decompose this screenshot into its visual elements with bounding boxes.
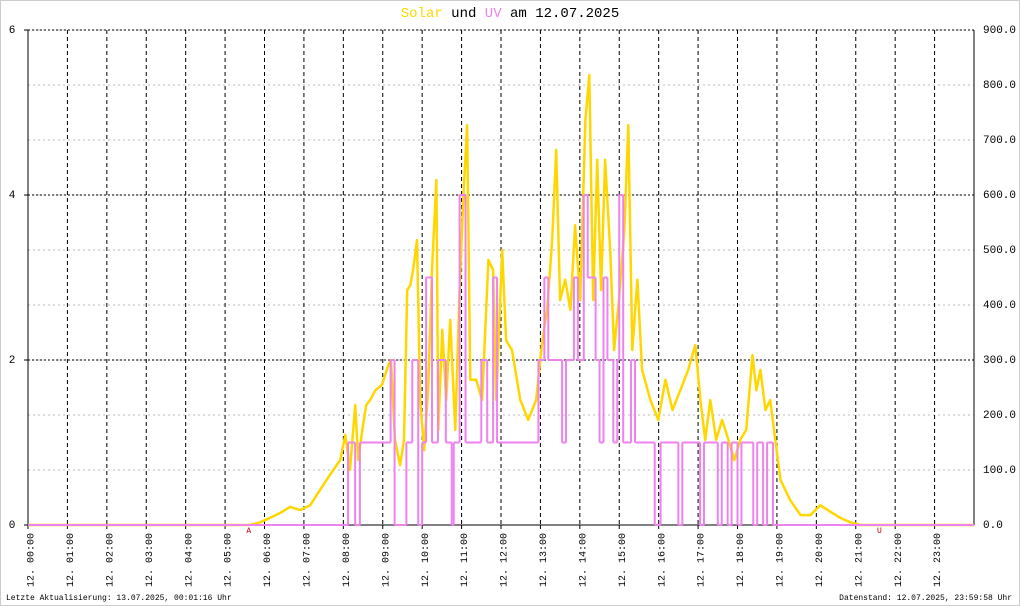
y2-tick-label: 600.0	[983, 190, 1016, 202]
y2-tick-label: 700.0	[983, 135, 1016, 147]
x-tick-label: 12. 23:00	[933, 533, 944, 587]
y2-tick-label: 100.0	[983, 465, 1016, 477]
y-tick-label: 6	[9, 25, 16, 37]
x-tick-label: 12. 14:00	[578, 533, 589, 587]
title-solar: Solar	[401, 6, 443, 22]
y-tick-label: 2	[9, 355, 16, 367]
x-tick-label: 12. 10:00	[421, 533, 432, 587]
x-tick-label: 12. 18:00	[736, 533, 747, 587]
x-tick-label: 12. 12:00	[500, 533, 511, 587]
x-tick-label: 12. 01:00	[66, 533, 77, 587]
sun-marker: U	[877, 527, 882, 536]
x-tick-label: 12. 02:00	[105, 533, 116, 587]
chart-title: Solar und UV am 12.07.2025	[401, 6, 619, 22]
x-tick-label: 12. 04:00	[184, 533, 195, 587]
y2-tick-label: 300.0	[983, 355, 1016, 367]
footer-left: Letzte Aktualisierung: 13.07.2025, 00:01…	[6, 594, 232, 603]
x-tick-label: 12. 00:00	[27, 533, 38, 587]
title-joiner: und	[451, 6, 476, 22]
footer-right: Datenstand: 12.07.2025, 23:59:58 Uhr	[839, 594, 1012, 603]
x-tick-label: 12. 11:00	[460, 533, 471, 587]
x-tick-label: 12. 06:00	[263, 533, 274, 587]
y2-tick-label: 0.0	[983, 520, 1003, 532]
title-suffix: am 12.07.2025	[510, 6, 619, 22]
x-tick-label: 12. 22:00	[894, 533, 905, 587]
y-tick-label: 0	[9, 520, 16, 532]
x-tick-label: 12. 20:00	[815, 533, 826, 587]
x-tick-label: 12. 09:00	[381, 533, 392, 587]
y2-tick-label: 900.0	[983, 25, 1016, 37]
x-tick-label: 12. 19:00	[776, 533, 787, 587]
y2-tick-label: 200.0	[983, 410, 1016, 422]
x-tick-label: 12. 03:00	[145, 533, 156, 587]
x-tick-label: 12. 05:00	[224, 533, 235, 587]
y2-tick-label: 800.0	[983, 80, 1016, 92]
x-tick-label: 12. 08:00	[342, 533, 353, 587]
x-tick-label: 12. 15:00	[618, 533, 629, 587]
y2-tick-label: 500.0	[983, 245, 1016, 257]
x-tick-label: 12. 16:00	[657, 533, 668, 587]
title-uv: UV	[485, 6, 502, 22]
y2-tick-label: 400.0	[983, 300, 1016, 312]
x-tick-label: 12. 07:00	[303, 533, 314, 587]
x-tick-label: 12. 17:00	[697, 533, 708, 587]
y-tick-label: 4	[9, 190, 16, 202]
sun-marker: A	[246, 527, 251, 536]
x-tick-label: 12. 21:00	[854, 533, 865, 587]
x-tick-label: 12. 13:00	[539, 533, 550, 587]
